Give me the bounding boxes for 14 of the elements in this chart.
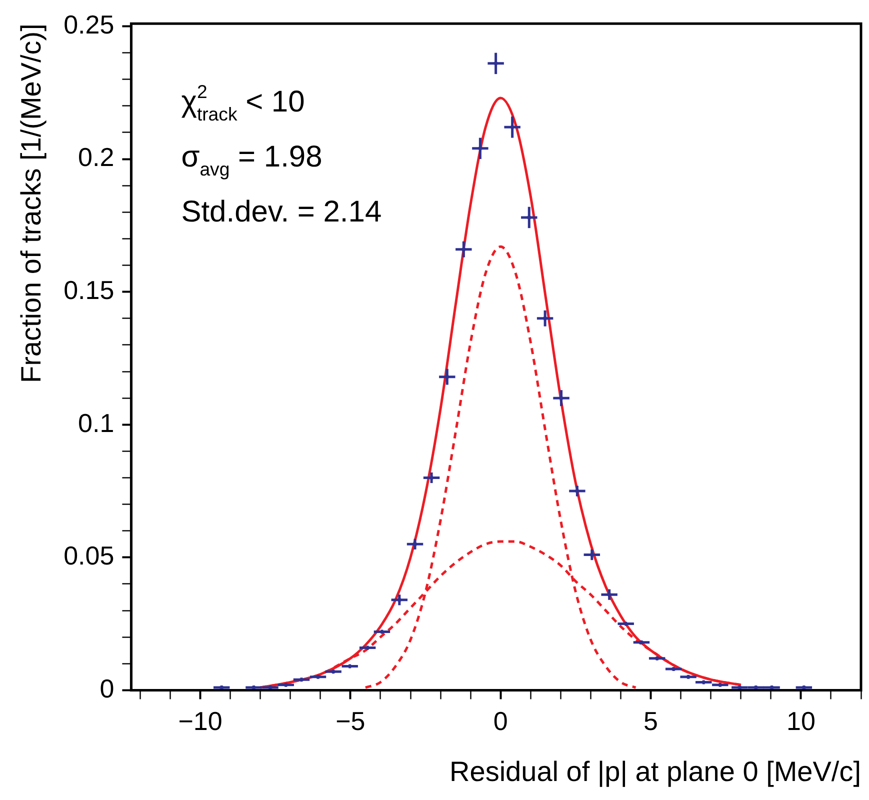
x-tick-label: −10 <box>178 706 222 736</box>
x-tick-label: −5 <box>336 706 366 736</box>
y-tick-label: 0 <box>100 673 114 704</box>
x-axis-title: Residual of |p| at plane 0 [MeV/c] <box>450 756 861 787</box>
y-tick-label: 0.1 <box>78 408 114 438</box>
y-tick-label: 0.05 <box>64 540 114 571</box>
x-tick-label: 10 <box>786 706 816 736</box>
y-axis-title: Fraction of tracks [1/(MeV/c)] <box>16 24 47 384</box>
y-tick-label: 0.15 <box>64 275 114 306</box>
y-tick-label: 0.2 <box>78 142 114 172</box>
annotation: Std.dev. = 2.14 <box>181 196 382 229</box>
x-tick-label: 0 <box>493 706 508 736</box>
y-tick-label: 0.25 <box>64 9 114 40</box>
x-tick-label: 5 <box>644 706 658 736</box>
